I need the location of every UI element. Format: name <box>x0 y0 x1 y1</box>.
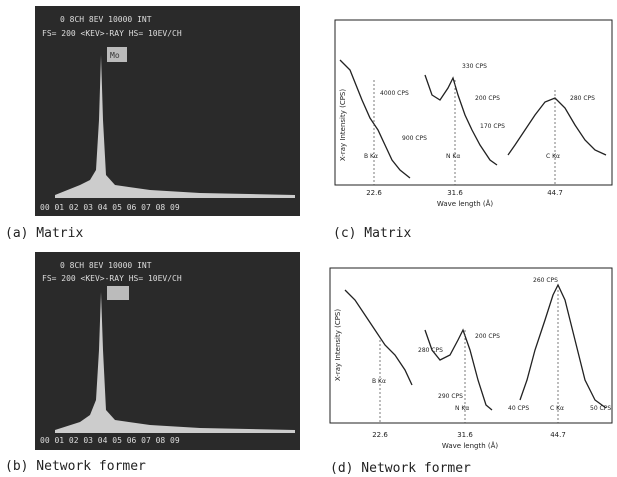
x-axis-label: Wave length (Å) <box>442 441 498 450</box>
x-tick-label: 22.6 <box>366 189 382 197</box>
x-tick-label: 31.6 <box>447 189 463 197</box>
line-label: C Kα <box>550 405 564 412</box>
x-tick-label: 22.6 <box>372 431 388 439</box>
line-label: B Kα <box>364 153 378 160</box>
frame <box>329 267 613 424</box>
trace <box>519 283 607 409</box>
trace <box>507 97 607 156</box>
trace <box>344 289 413 386</box>
caption: (a) Matrix <box>5 226 83 241</box>
y-axis-label: X-ray Intensity (CPS) <box>334 309 342 381</box>
element-label: Mo <box>110 51 120 60</box>
spectrum <box>55 55 295 198</box>
plot-c: B Kα N Kα C Kα 4000 CPS 900 CPS 330 CPS … <box>334 19 613 208</box>
trace <box>339 59 411 179</box>
annotation: 170 CPS <box>480 123 505 130</box>
x-tick-label: 44.7 <box>550 431 566 439</box>
annotation: 260 CPS <box>533 277 558 284</box>
label-box <box>107 47 127 62</box>
annotation: 330 CPS <box>462 63 487 70</box>
annotation: 290 CPS <box>438 393 463 400</box>
annotation: 200 CPS <box>475 95 500 102</box>
frame <box>334 19 613 186</box>
annotation: 40 CPS <box>508 405 529 412</box>
annotation: 900 CPS <box>402 135 427 142</box>
plot-d: B Kα N Kα C Kα 260 CPS 200 CPS 280 CPS 2… <box>329 267 613 450</box>
spectrum <box>55 292 295 433</box>
x-tick-label: 31.6 <box>457 431 473 439</box>
label-box <box>107 286 129 300</box>
x-axis-label: Wave length (Å) <box>437 199 493 208</box>
line-label: B Kα <box>372 378 386 385</box>
screen-header: 0 8CH 8EV 10000 INT <box>60 15 152 24</box>
annotation: 280 CPS <box>418 347 443 354</box>
trace <box>424 328 493 411</box>
screen-header: FS= 200 <KEV>-RAY HS= 10EV/CH <box>42 274 182 283</box>
screen <box>35 252 300 450</box>
y-axis-label: X-ray Intensity (CPS) <box>339 89 347 161</box>
screen-axis: 00 01 02 03 04 05 06 07 08 09 <box>40 436 180 445</box>
screen <box>35 6 300 216</box>
screen-header: FS= 200 <KEV>-RAY HS= 10EV/CH <box>42 29 182 38</box>
line-label: N Kα <box>446 153 460 160</box>
annotation: 280 CPS <box>570 95 595 102</box>
annotation: 200 CPS <box>475 333 500 340</box>
line-label: N Kα <box>455 405 469 412</box>
caption: (d) Network former <box>330 461 471 476</box>
trace <box>424 74 498 166</box>
caption: (b) Network former <box>5 459 146 474</box>
screen-header: 0 8CH 8EV 10000 INT <box>60 261 152 270</box>
annotation: 4000 CPS <box>380 90 409 97</box>
screen-axis: 00 01 02 03 04 05 06 07 08 09 <box>40 203 180 212</box>
line-label: C Kα <box>546 153 560 160</box>
annotation: 50 CPS <box>590 405 611 412</box>
caption: (c) Matrix <box>333 226 411 241</box>
x-tick-label: 44.7 <box>547 189 563 197</box>
